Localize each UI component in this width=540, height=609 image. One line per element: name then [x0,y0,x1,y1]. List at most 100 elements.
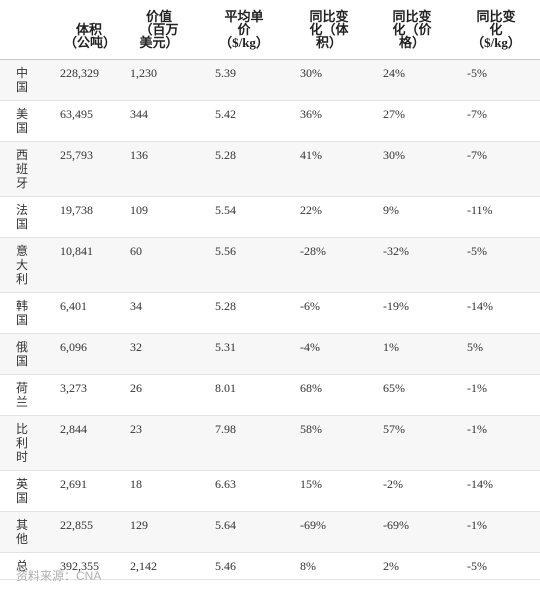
value-cell: 5.39 [213,59,298,101]
country-name: 俄国 [16,340,29,368]
value-cell: 58% [298,415,381,471]
value-cell: 8.01 [213,374,298,416]
value-cell: 5.42 [213,100,298,142]
value-cell: -2% [381,470,465,512]
value-cell: 5.54 [213,196,298,238]
country-name: 韩国 [16,299,29,327]
value-cell: -32% [381,237,465,293]
country-name: 比利时 [16,422,29,464]
value-cell: -5% [465,237,540,293]
header-row: 体积（公吨） 价值（百万美元） 平均单价（$/kg） 同比变化（体积） 同比变化（价格）… [0,10,540,60]
value-cell: 22% [298,196,381,238]
value-cell: 5.28 [213,292,298,334]
header-text: 同比变化（$/kg） [471,9,521,50]
country-name: 意大利 [16,244,29,286]
value-cell: -69% [298,511,381,553]
country-cell: 荷兰 [0,374,58,416]
value-cell: -11% [465,196,540,238]
value-cell: 9% [381,196,465,238]
country-name: 西班牙 [16,148,29,190]
value-cell: 30% [298,59,381,101]
value-cell: 63,495 [58,100,128,142]
country-cell: 总 [0,552,58,580]
country-name: 美国 [16,107,29,135]
table-row: 英国 2,691 18 6.63 15% -2% -14% [0,470,540,512]
country-name: 其他 [16,518,29,546]
value-cell: -5% [465,552,540,580]
value-cell: 5.28 [213,141,298,197]
value-cell: 5% [465,333,540,375]
value-cell: 15% [298,470,381,512]
value-cell: 5.46 [213,552,298,580]
value-cell: 30% [381,141,465,197]
value-cell: 6.63 [213,470,298,512]
table-row: 荷兰 3,273 26 8.01 68% 65% -1% [0,374,540,416]
table-row: 总 392,355 2,142 5.46 8% 2% -5% [0,552,540,580]
table-row: 比利时 2,844 23 7.98 58% 57% -1% [0,415,540,471]
value-cell: -69% [381,511,465,553]
value-cell: 68% [298,374,381,416]
value-cell: 41% [298,141,381,197]
value-cell: -6% [298,292,381,334]
table-body: 中国 228,329 1,230 5.39 30% 24% -5% 美国 63,495 344 5.… [0,59,540,580]
header-text: 价值（百万美元） [139,9,179,50]
header-cell: 价值（百万美元） [128,10,213,60]
country-cell: 法国 [0,196,58,238]
header-cell: 同比变化（体积） [298,10,381,60]
country-cell: 韩国 [0,292,58,334]
country-name: 法国 [16,203,29,231]
country-cell: 意大利 [0,237,58,293]
value-cell: 344 [128,100,213,142]
country-name: 荷兰 [16,381,29,409]
value-cell: 10,841 [58,237,128,293]
header-text: 同比变化（体积） [309,9,349,50]
table-row: 美国 63,495 344 5.42 36% 27% -7% [0,100,540,142]
header-cell: 体积（公吨） [58,10,128,60]
country-cell: 英国 [0,470,58,512]
table-row: 俄国 6,096 32 5.31 -4% 1% 5% [0,333,540,375]
value-cell: 392,355 [58,552,128,580]
value-cell: 34 [128,292,213,334]
value-cell: 22,855 [58,511,128,553]
value-cell: 2,844 [58,415,128,471]
value-cell: 6,401 [58,292,128,334]
value-cell: -19% [381,292,465,334]
value-cell: 5.64 [213,511,298,553]
header-text: 体积（公吨） [64,22,117,50]
value-cell: 2,142 [128,552,213,580]
country-cell: 中国 [0,59,58,101]
value-cell: -1% [465,415,540,471]
value-cell: 25,793 [58,141,128,197]
table-row: 中国 228,329 1,230 5.39 30% 24% -5% [0,59,540,101]
country-cell: 美国 [0,100,58,142]
country-cell: 比利时 [0,415,58,471]
header-cell: 平均单价（$/kg） [213,10,298,60]
value-cell: 24% [381,59,465,101]
header-cell: 同比变化（价格） [381,10,465,60]
data-table: 体积（公吨） 价值（百万美元） 平均单价（$/kg） 同比变化（体积） 同比变化（价格）… [0,10,540,580]
value-cell: 5.31 [213,333,298,375]
value-cell: 26 [128,374,213,416]
value-cell: -1% [465,374,540,416]
value-cell: 129 [128,511,213,553]
table-row: 意大利 10,841 60 5.56 -28% -32% -5% [0,237,540,293]
country-name: 总 [16,559,29,573]
value-cell: 136 [128,141,213,197]
value-cell: 32 [128,333,213,375]
value-cell: 8% [298,552,381,580]
value-cell: -4% [298,333,381,375]
country-name: 英国 [16,477,29,505]
country-cell: 西班牙 [0,141,58,197]
source-note: 资料来源：CNA [16,569,102,583]
value-cell: 6,096 [58,333,128,375]
value-cell: -1% [465,511,540,553]
value-cell: -7% [465,141,540,197]
country-cell: 其他 [0,511,58,553]
value-cell: 18 [128,470,213,512]
value-cell: 36% [298,100,381,142]
value-cell: 65% [381,374,465,416]
value-cell: 109 [128,196,213,238]
header-text: 平均单价（$/kg） [219,9,269,50]
value-cell: 1,230 [128,59,213,101]
